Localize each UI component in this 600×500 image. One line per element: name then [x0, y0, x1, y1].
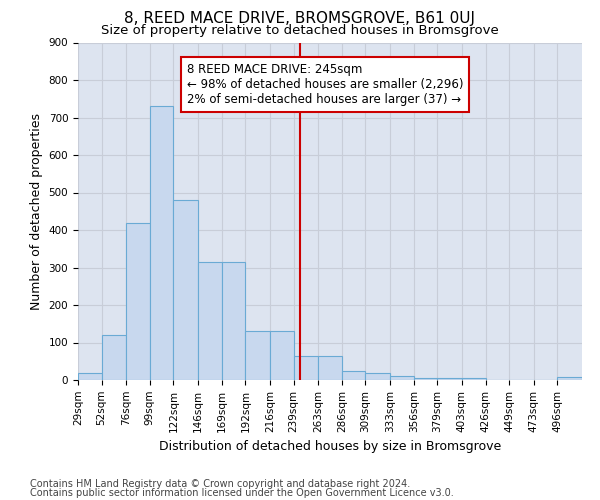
Bar: [150, 106, 173, 380]
Text: 8, REED MACE DRIVE, BROMSGROVE, B61 0UJ: 8, REED MACE DRIVE, BROMSGROVE, B61 0UJ: [125, 11, 476, 26]
Bar: [245, 331, 270, 380]
Bar: [365, 372, 390, 380]
Bar: [222, 262, 245, 380]
Bar: [413, 378, 437, 380]
Bar: [101, 335, 126, 380]
Text: Contains public sector information licensed under the Open Government Licence v3: Contains public sector information licen…: [30, 488, 454, 498]
Text: Contains HM Land Registry data © Crown copyright and database right 2024.: Contains HM Land Registry data © Crown c…: [30, 479, 410, 489]
Bar: [437, 378, 462, 380]
Text: Size of property relative to detached houses in Bromsgrove: Size of property relative to detached ho…: [101, 24, 499, 37]
Bar: [557, 377, 582, 380]
Y-axis label: Number of detached properties: Number of detached properties: [30, 113, 43, 310]
Bar: [342, 370, 365, 380]
Bar: [390, 376, 413, 380]
Bar: [270, 331, 293, 380]
Bar: [462, 378, 485, 380]
Text: 8 REED MACE DRIVE: 245sqm
← 98% of detached houses are smaller (2,296)
2% of sem: 8 REED MACE DRIVE: 245sqm ← 98% of detac…: [187, 63, 463, 106]
Bar: [126, 222, 150, 380]
Bar: [78, 372, 101, 380]
X-axis label: Distribution of detached houses by size in Bromsgrove: Distribution of detached houses by size …: [159, 440, 501, 453]
Bar: [318, 356, 342, 380]
Bar: [293, 356, 318, 380]
Bar: [173, 200, 198, 380]
Bar: [198, 262, 222, 380]
